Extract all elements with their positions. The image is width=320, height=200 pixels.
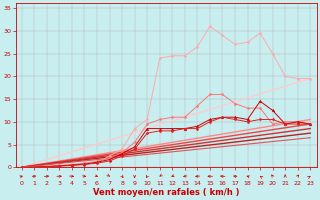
X-axis label: Vent moyen/en rafales ( km/h ): Vent moyen/en rafales ( km/h ) xyxy=(93,188,239,197)
